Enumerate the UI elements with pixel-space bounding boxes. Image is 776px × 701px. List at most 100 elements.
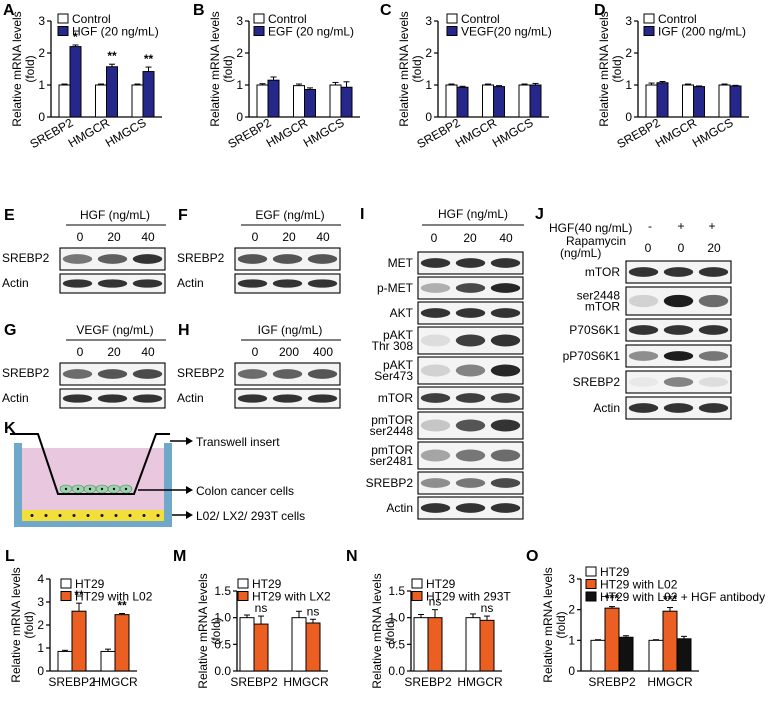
bar-a-srebp2-s1 bbox=[69, 46, 82, 118]
chart-panel-m: M 0.0 0.5 1.0 1.5 Relative mRNA levels (fold) n… bbox=[173, 548, 331, 689]
row-label: SREBP2 bbox=[366, 476, 414, 490]
panel-letter-h: H bbox=[178, 322, 190, 339]
bar-c-srebp2-s1 bbox=[456, 86, 469, 118]
bar-a-hmgcr-s1 bbox=[106, 66, 118, 118]
blot-title: HGF (ng/mL) bbox=[80, 208, 150, 222]
panel-letter-c: C bbox=[380, 2, 392, 19]
band bbox=[698, 294, 729, 308]
band bbox=[97, 369, 128, 379]
y-axis-label-unit: (fold) bbox=[209, 617, 223, 644]
lane-label: 20 bbox=[107, 230, 121, 244]
y-tick-label: 2 bbox=[37, 618, 44, 632]
cell-nucleus bbox=[64, 487, 68, 491]
bar-d-hmgcs-s1 bbox=[729, 85, 742, 118]
row-label: Actin bbox=[2, 391, 29, 405]
bar-d-hmgcr-s0 bbox=[682, 84, 694, 118]
bar-d-hmgcs-s0 bbox=[718, 84, 731, 118]
bottom-cell-layer bbox=[22, 510, 164, 521]
legend-swatch bbox=[585, 566, 597, 577]
bar-a-hmgcs-s0 bbox=[131, 84, 144, 118]
row-label: SREBP2 bbox=[2, 366, 50, 380]
legend-swatch bbox=[253, 13, 265, 24]
band bbox=[698, 403, 729, 413]
lane-label: 0 bbox=[77, 345, 84, 359]
well-left-wall bbox=[14, 443, 22, 523]
y-tick-label: 0.0 bbox=[388, 664, 405, 678]
category-label: HMGCR bbox=[283, 675, 329, 689]
treatment-mark: + bbox=[708, 219, 715, 233]
y-tick-label: 2 bbox=[625, 46, 632, 60]
y-tick-label: 1.5 bbox=[214, 584, 231, 598]
band bbox=[62, 369, 93, 379]
panel-letter-g: G bbox=[4, 322, 16, 339]
treatment-mark: - bbox=[648, 219, 652, 233]
bar-c-hmgcs-s0 bbox=[518, 84, 531, 118]
bar-o-hmgcr-s0 bbox=[648, 639, 664, 672]
y-tick-label: 0 bbox=[425, 110, 432, 124]
row-label: pmTOR bbox=[371, 443, 413, 457]
band bbox=[663, 377, 694, 387]
row-label: Actin bbox=[593, 401, 620, 415]
legend-swatch bbox=[411, 591, 423, 601]
significance-label: ** bbox=[117, 599, 127, 613]
bar-c-srebp2-s0 bbox=[445, 84, 458, 118]
blot-title: VEGF (ng/mL) bbox=[76, 323, 153, 337]
y-axis-label-unit: (fold) bbox=[221, 55, 235, 82]
band bbox=[490, 308, 521, 318]
y-tick-label: 0.5 bbox=[388, 637, 405, 651]
y-axis-label: Relative mRNA levels bbox=[597, 11, 611, 126]
category-label: HMGCR bbox=[66, 115, 113, 150]
bottom-cell-nucleus bbox=[156, 514, 160, 517]
category-label: HMGCR bbox=[457, 675, 503, 689]
legend-swatch bbox=[411, 578, 423, 589]
lane-label: 200 bbox=[279, 345, 299, 359]
row-label: Actin bbox=[177, 276, 204, 290]
legend-label: HT29 with 293T bbox=[426, 590, 511, 604]
lane-label: 0 bbox=[77, 230, 84, 244]
lane-label: 40 bbox=[499, 231, 513, 245]
band bbox=[272, 369, 303, 379]
legend-label: HT29 with L02 bbox=[600, 578, 678, 592]
legend-label: VEGF(20 ng/mL) bbox=[461, 25, 552, 39]
row-label: pmTOR bbox=[371, 413, 413, 427]
y-axis-label-unit: (fold) bbox=[22, 611, 36, 638]
band bbox=[490, 283, 521, 293]
band bbox=[62, 394, 93, 403]
panel-letter-a: A bbox=[3, 2, 15, 19]
y-tick-label: 2 bbox=[425, 46, 432, 60]
bar-n-hmgcr-s1 bbox=[479, 619, 495, 672]
band bbox=[272, 254, 303, 264]
bar-l-srebp2-s1 bbox=[71, 610, 87, 672]
legend-swatch bbox=[57, 13, 69, 24]
bar-l-srebp2-s0 bbox=[57, 650, 73, 672]
bar-a-hmgcr-s0 bbox=[95, 84, 107, 118]
bar-l-hmgcr-s1 bbox=[114, 614, 130, 672]
y-axis-label: Relative mRNA levels bbox=[10, 11, 24, 126]
legend-swatch bbox=[57, 26, 69, 36]
bottom-cell-nucleus bbox=[128, 514, 132, 517]
bar-a-hmgcs-s1 bbox=[142, 71, 155, 118]
bottom-cell-nucleus bbox=[44, 514, 48, 517]
bar-d-srebp2-s1 bbox=[656, 82, 669, 118]
bottom-cell-nucleus bbox=[72, 514, 76, 517]
treatment-label-rapamycin-unit: (ng/mL) bbox=[560, 246, 601, 260]
lane-label: 20 bbox=[282, 230, 296, 244]
band bbox=[698, 377, 729, 387]
bottom-cell-nucleus bbox=[30, 514, 34, 517]
bar-b-hmgcs-s0 bbox=[329, 84, 342, 118]
legend-label: HGF (20 ng/mL) bbox=[72, 25, 159, 39]
cell-nucleus bbox=[88, 487, 92, 491]
y-tick-label: 1 bbox=[38, 78, 45, 92]
row-label: Actin bbox=[386, 501, 413, 515]
bar-o-hmgcr-s2 bbox=[676, 638, 692, 672]
legend-swatch bbox=[60, 591, 72, 601]
band bbox=[490, 334, 521, 347]
row-label: Actin bbox=[177, 391, 204, 405]
chart-panel-o: O 0 1 2 3 Relative mRNA levels (fold) *** SREBP2… bbox=[526, 548, 765, 689]
transwell-schematic: K Transwell insert Colon cancer cells L02/ … bbox=[4, 420, 305, 527]
legend-label: HT29 bbox=[426, 577, 456, 591]
band bbox=[490, 449, 521, 462]
significance-label: * bbox=[73, 30, 78, 44]
band bbox=[272, 279, 303, 288]
